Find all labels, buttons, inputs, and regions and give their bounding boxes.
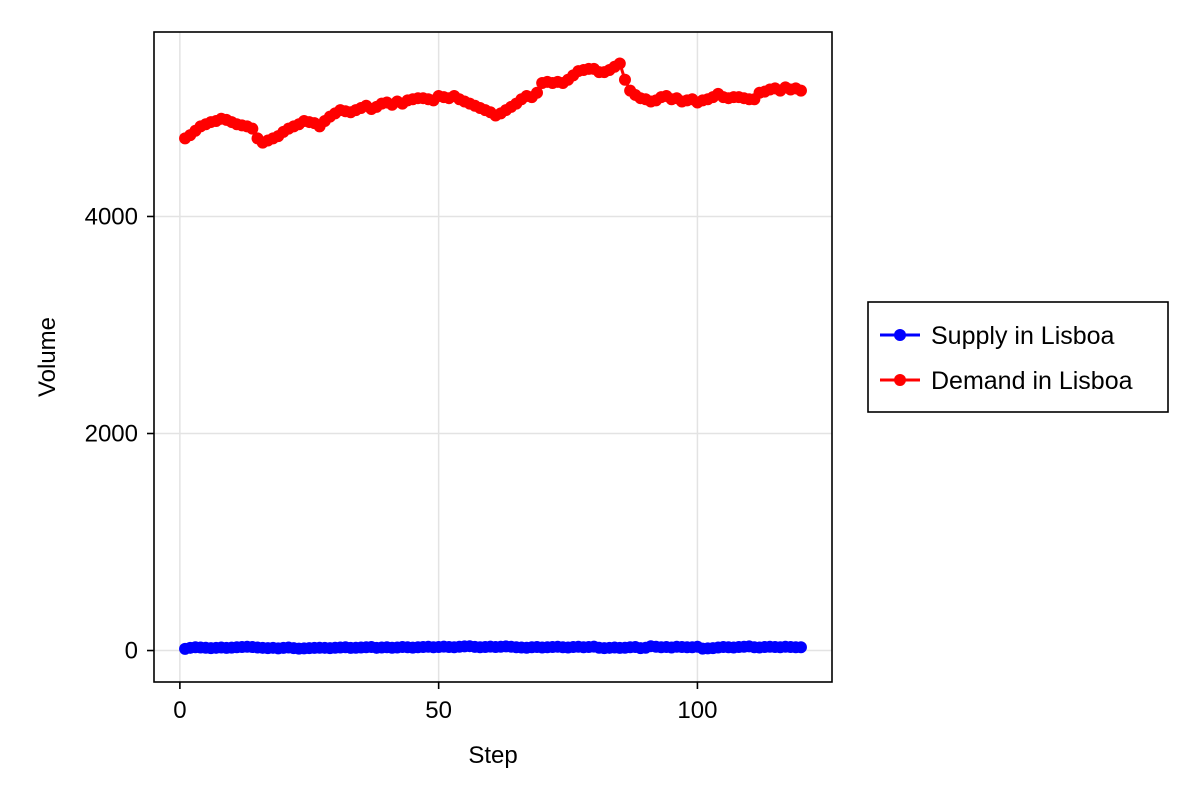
- x-axis-label: Step: [468, 742, 517, 769]
- legend-entries: Supply in Lisboa Demand in Lisboa: [880, 322, 1133, 395]
- legend-entry: Supply in Lisboa: [880, 322, 1115, 350]
- legend-entry: Demand in Lisboa: [880, 367, 1133, 395]
- y-tick-label: 2000: [85, 421, 138, 448]
- x-tick-label: 0: [173, 697, 186, 724]
- data-point: [613, 57, 626, 70]
- legend-box: [867, 301, 1169, 413]
- x-tick-label: 50: [425, 697, 452, 724]
- y-tick-label: 4000: [85, 203, 138, 230]
- data-point: [246, 122, 259, 135]
- data-point: [794, 84, 807, 97]
- series-layer: [179, 57, 807, 655]
- series-demand: [179, 57, 807, 149]
- data-point: [530, 86, 543, 99]
- legend-marker: [894, 374, 906, 386]
- legend-label: Demand in Lisboa: [931, 367, 1133, 395]
- legend: Supply in Lisboa Demand in Lisboa: [867, 301, 1169, 413]
- plot-frame: [153, 31, 833, 683]
- ticks: 0 50 100 0 2000 4000: [85, 203, 718, 724]
- data-point: [794, 641, 807, 654]
- x-tick-label: 100: [677, 697, 717, 724]
- y-tick-label: 0: [125, 638, 138, 665]
- legend-marker: [894, 329, 906, 341]
- legend-label: Supply in Lisboa: [931, 322, 1115, 350]
- y-axis-label: Volume: [34, 317, 61, 397]
- data-point: [618, 73, 631, 86]
- series-supply: [179, 640, 807, 655]
